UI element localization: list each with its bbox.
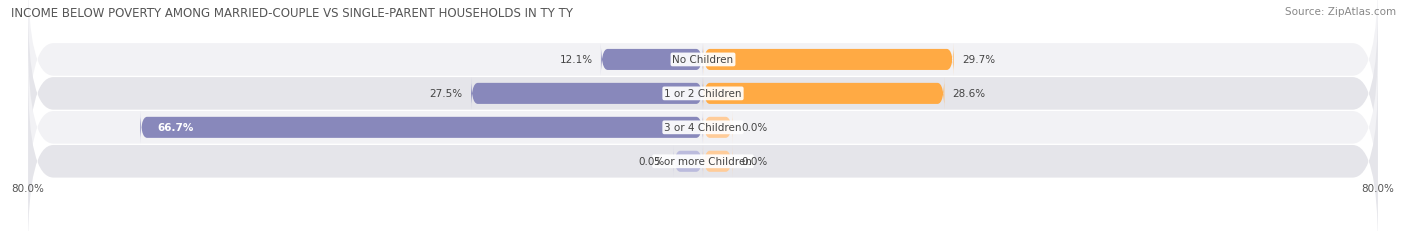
FancyBboxPatch shape bbox=[703, 145, 733, 178]
FancyBboxPatch shape bbox=[471, 77, 703, 111]
Text: 28.6%: 28.6% bbox=[953, 89, 986, 99]
Text: Source: ZipAtlas.com: Source: ZipAtlas.com bbox=[1285, 7, 1396, 17]
FancyBboxPatch shape bbox=[703, 77, 945, 111]
Text: 3 or 4 Children: 3 or 4 Children bbox=[664, 123, 742, 133]
FancyBboxPatch shape bbox=[28, 9, 1378, 179]
Text: 0.0%: 0.0% bbox=[741, 123, 768, 133]
Text: 5 or more Children: 5 or more Children bbox=[654, 157, 752, 167]
FancyBboxPatch shape bbox=[673, 145, 703, 178]
Text: 12.1%: 12.1% bbox=[560, 55, 592, 65]
FancyBboxPatch shape bbox=[28, 76, 1378, 231]
Text: 27.5%: 27.5% bbox=[429, 89, 463, 99]
FancyBboxPatch shape bbox=[28, 43, 1378, 213]
Text: 66.7%: 66.7% bbox=[157, 123, 194, 133]
Text: 0.0%: 0.0% bbox=[638, 157, 665, 167]
FancyBboxPatch shape bbox=[703, 44, 953, 77]
FancyBboxPatch shape bbox=[600, 44, 703, 77]
FancyBboxPatch shape bbox=[141, 111, 703, 144]
Text: INCOME BELOW POVERTY AMONG MARRIED-COUPLE VS SINGLE-PARENT HOUSEHOLDS IN TY TY: INCOME BELOW POVERTY AMONG MARRIED-COUPL… bbox=[11, 7, 574, 20]
Text: 1 or 2 Children: 1 or 2 Children bbox=[664, 89, 742, 99]
FancyBboxPatch shape bbox=[28, 0, 1378, 145]
Text: 29.7%: 29.7% bbox=[962, 55, 995, 65]
Text: 0.0%: 0.0% bbox=[741, 157, 768, 167]
Text: No Children: No Children bbox=[672, 55, 734, 65]
FancyBboxPatch shape bbox=[703, 111, 733, 144]
